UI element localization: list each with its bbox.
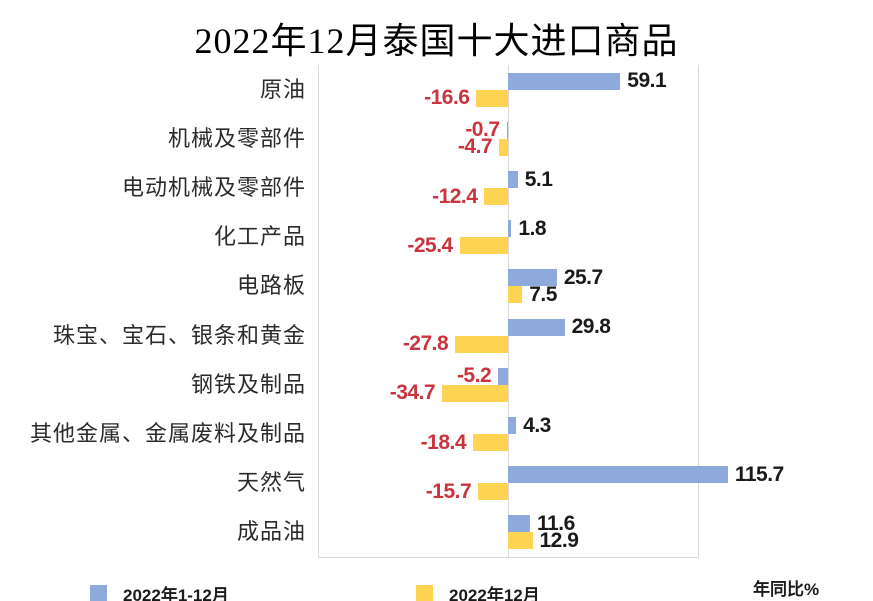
plot-left-border	[318, 65, 319, 557]
category-label: 天然气	[236, 470, 306, 496]
bar-yellow	[473, 434, 508, 451]
bar-blue	[508, 417, 517, 434]
value-label: 115.7	[734, 462, 784, 486]
legend-swatch-blue	[90, 585, 107, 601]
category-label: 其他金属、金属废料及制品	[29, 421, 306, 446]
category-label: 机械及零部件	[167, 125, 306, 151]
value-label: -27.8	[402, 332, 449, 356]
bar-yellow	[478, 483, 508, 501]
bar-yellow	[499, 138, 508, 156]
axis-note-yoy-percent: 年同比%	[753, 580, 820, 599]
bar-yellow	[508, 532, 533, 550]
legend-label-december: 2022年12月	[449, 586, 540, 601]
bar-blue	[508, 171, 518, 188]
bar-blue	[508, 466, 728, 484]
bar-yellow	[459, 237, 508, 255]
category-label: 珠宝、宝石、银条和黄金	[52, 322, 306, 348]
category-label: 电路板	[236, 273, 306, 299]
plot-bottom-border	[318, 557, 699, 558]
category-label: 化工产品	[213, 224, 306, 250]
plot-right-border	[698, 65, 699, 557]
category-label: 钢铁及制品	[190, 371, 306, 397]
bar-blue	[506, 121, 508, 139]
category-label: 原油	[259, 76, 306, 102]
bar-blue	[508, 515, 531, 533]
value-label: -34.7	[389, 381, 436, 405]
bar-blue	[508, 269, 557, 287]
chart-title: 2022年12月泰国十大进口商品	[194, 21, 679, 61]
value-label: -15.7	[425, 479, 472, 503]
value-label: 5.1	[524, 167, 553, 191]
value-label: 12.9	[539, 528, 579, 552]
value-label: 7.5	[529, 282, 557, 306]
value-label: 4.3	[523, 413, 551, 437]
bar-yellow	[442, 384, 508, 402]
category-label: 电动机械及零部件	[121, 175, 306, 200]
bar-blue	[508, 220, 512, 238]
value-label: 29.8	[571, 315, 611, 339]
bar-blue	[498, 367, 508, 385]
value-label: -16.6	[424, 86, 470, 110]
value-label: -12.4	[432, 184, 478, 208]
bar-yellow	[455, 335, 508, 353]
value-label: 1.8	[518, 216, 547, 240]
value-label: -5.2	[456, 364, 492, 388]
value-label: 25.7	[563, 265, 603, 289]
bar-yellow	[484, 188, 508, 205]
bar-yellow	[476, 89, 508, 107]
value-label: -4.7	[457, 135, 493, 159]
legend-label-full-year: 2022年1-12月	[123, 586, 229, 601]
bar-blue	[508, 72, 621, 90]
value-label: -25.4	[407, 233, 453, 257]
legend-item-december: 2022年12月	[416, 581, 540, 601]
bar-blue	[508, 318, 565, 336]
legend-item-full-year: 2022年1-12月	[90, 581, 229, 601]
category-label: 成品油	[236, 519, 306, 545]
bar-yellow	[508, 286, 523, 304]
value-label: -18.4	[420, 430, 467, 454]
legend-swatch-yellow	[416, 585, 433, 601]
value-label: -0.7	[465, 118, 500, 142]
value-label: 59.1	[627, 69, 667, 93]
value-label: 11.6	[537, 511, 575, 535]
zero-baseline	[508, 65, 509, 557]
